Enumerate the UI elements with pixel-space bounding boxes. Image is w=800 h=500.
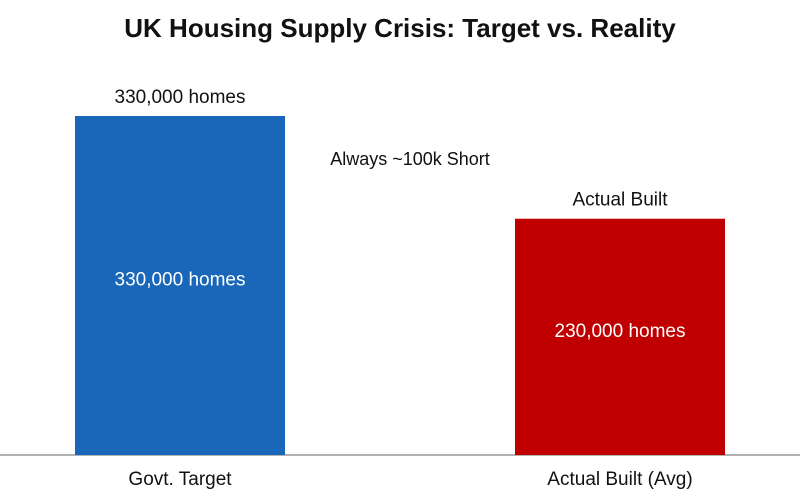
bar-header: 330,000 homes <box>115 87 246 108</box>
bar-value-label: 330,000 homes <box>115 270 246 291</box>
bar <box>75 116 285 455</box>
x-tick-label: Govt. Target <box>128 469 232 490</box>
annotation: Always ~100k Short <box>330 149 490 169</box>
bar-header: Actual Built <box>572 190 668 211</box>
bar-value-label: 230,000 homes <box>555 321 686 342</box>
chart-title: UK Housing Supply Crisis: Target vs. Rea… <box>124 13 676 43</box>
bar <box>515 218 725 455</box>
x-tick-label: Actual Built (Avg) <box>547 469 692 490</box>
